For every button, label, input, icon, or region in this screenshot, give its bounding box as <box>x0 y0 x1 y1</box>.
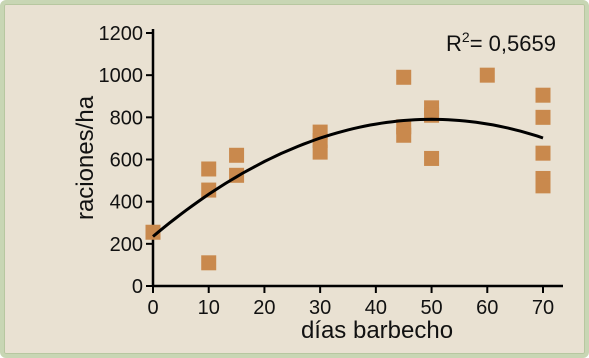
y-axis-ticks: 0 200 400 600 800 1000 1200 <box>99 23 153 298</box>
y-tick-label: 0 <box>132 276 143 298</box>
data-point <box>535 87 551 103</box>
r-squared-annotation: R2= 0,5659 <box>446 29 556 56</box>
y-tick-label: 600 <box>110 150 143 172</box>
x-tick-label: 40 <box>365 297 387 319</box>
data-point <box>535 145 551 161</box>
data-points <box>145 67 551 271</box>
x-tick-label: 20 <box>253 297 275 319</box>
x-tick-label: 50 <box>420 297 442 319</box>
data-point <box>201 255 217 271</box>
y-tick-label: 400 <box>110 192 143 214</box>
x-tick-label: 0 <box>147 297 158 319</box>
y-tick-label: 200 <box>110 234 143 256</box>
data-point <box>535 178 551 194</box>
r-squared-value: = 0,5659 <box>470 31 556 56</box>
data-point <box>535 109 551 125</box>
data-point <box>201 161 217 177</box>
x-axis-ticks: 0 10 20 30 40 50 60 70 <box>147 286 554 319</box>
r-squared-superscript: 2 <box>462 29 470 45</box>
data-point <box>396 127 412 143</box>
y-tick-label: 1200 <box>99 23 144 45</box>
data-point <box>201 182 217 198</box>
x-tick-label: 30 <box>309 297 331 319</box>
data-point <box>312 144 328 160</box>
x-tick-label: 60 <box>476 297 498 319</box>
trendline <box>152 117 544 238</box>
x-axis-title: días barbecho <box>301 317 453 344</box>
data-point <box>229 147 245 163</box>
y-tick-label: 1000 <box>99 65 144 87</box>
x-tick-label: 10 <box>198 297 220 319</box>
data-point <box>479 67 495 83</box>
r-squared-prefix: R <box>446 31 462 56</box>
data-point <box>396 69 412 85</box>
data-point <box>424 150 440 166</box>
y-tick-label: 800 <box>110 107 143 129</box>
x-tick-label: 70 <box>532 297 554 319</box>
data-point <box>145 224 161 240</box>
y-axis-title: raciones/ha <box>72 95 99 220</box>
